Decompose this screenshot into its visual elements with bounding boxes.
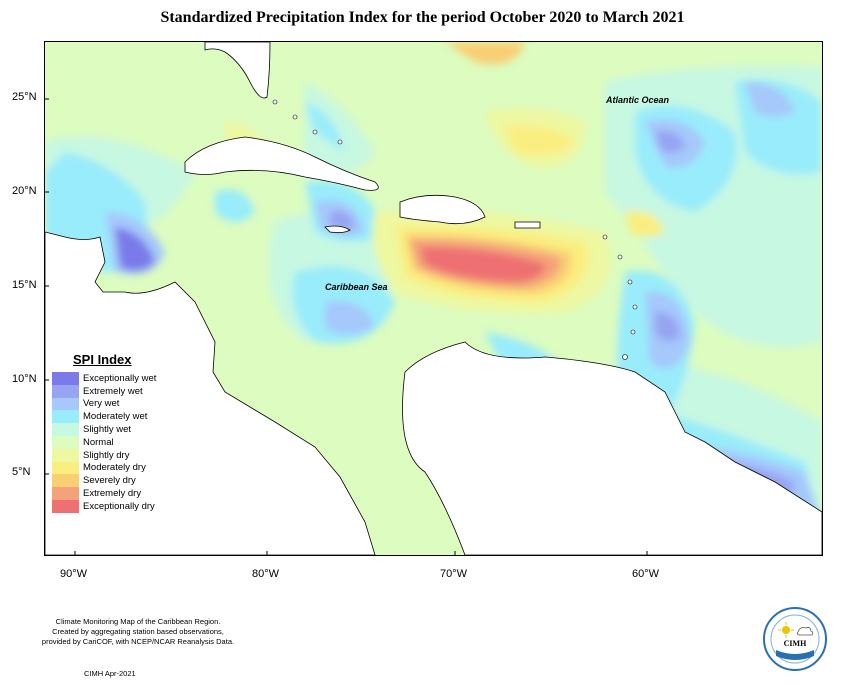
legend-item: Slightly wet: [52, 423, 164, 436]
legend-swatch: [52, 448, 79, 462]
legend-label: Slightly dry: [83, 449, 130, 461]
legend-item: Normal: [52, 435, 164, 449]
legend-item: Exceptionally dry: [52, 499, 164, 513]
legend-swatch: [52, 499, 79, 513]
legend-label: Very wet: [83, 398, 120, 410]
legend-swatch: [52, 423, 79, 436]
atlantic-ocean-label: Atlantic Ocean: [606, 95, 670, 105]
legend-label: Normal: [83, 436, 114, 448]
map-title: Standardized Precipitation Index for the…: [160, 9, 685, 26]
lat-label-15: 15°N: [12, 279, 37, 291]
cimh-logo-icon: CIMH: [762, 606, 828, 672]
legend-item: Exceptionally wet: [52, 372, 164, 385]
footer-note: Climate Monitoring Map of the Caribbean …: [18, 617, 258, 647]
lon-label-60: 60°W: [632, 568, 660, 580]
legend-label: Extremely dry: [83, 488, 142, 500]
footer-line-1: Climate Monitoring Map of the Caribbean …: [55, 617, 221, 626]
spi-map: [44, 41, 823, 556]
legend-label: Extremely wet: [83, 385, 143, 397]
logo-text: CIMH: [784, 639, 807, 648]
legend-item: Very wet: [52, 397, 164, 411]
legend-label: Slightly wet: [83, 424, 132, 436]
lat-label-5: 5°N: [12, 466, 31, 478]
legend-swatch: [52, 435, 79, 449]
lon-label-90: 90°W: [60, 568, 88, 580]
legend-label: Exceptionally wet: [83, 372, 157, 384]
footer-line-3: provided by CariCOF, with NCEP/NCAR Rean…: [41, 637, 235, 646]
footer-line-2: Created by aggregating station based obs…: [52, 627, 224, 636]
legend-label: Severely dry: [83, 475, 136, 487]
legend-swatch: [52, 487, 79, 500]
legend-swatch: [52, 372, 79, 385]
legend-title: SPI Index: [73, 352, 132, 367]
legend-swatch: [52, 410, 79, 424]
lon-label-80: 80°W: [252, 568, 280, 580]
legend-label: Moderately dry: [83, 462, 146, 474]
lat-label-10: 10°N: [12, 373, 37, 385]
legend-label: Exceptionally dry: [83, 500, 155, 512]
legend-item: Moderately wet: [52, 410, 164, 424]
footer-date: CIMH Apr-2021: [84, 669, 136, 678]
legend-swatch: [52, 474, 79, 488]
caribbean-sea-label: Caribbean Sea: [325, 282, 388, 292]
legend-item: Extremely wet: [52, 384, 164, 398]
legend-swatch: [52, 384, 79, 398]
lat-label-20: 20°N: [12, 185, 37, 197]
legend-item: Slightly dry: [52, 448, 164, 462]
legend-item: Extremely dry: [52, 487, 164, 500]
legend-label: Moderately wet: [83, 411, 148, 423]
lat-label-25: 25°N: [12, 91, 37, 103]
spi-map-canvas: [45, 42, 822, 555]
legend-item: Moderately dry: [52, 461, 164, 475]
legend-item: Severely dry: [52, 474, 164, 488]
spi-legend: SPI Index Exceptionally wet Extremely wet…: [52, 352, 164, 513]
lon-label-70: 70°W: [440, 568, 468, 580]
legend-swatch: [52, 397, 79, 411]
legend-swatch: [52, 461, 79, 475]
